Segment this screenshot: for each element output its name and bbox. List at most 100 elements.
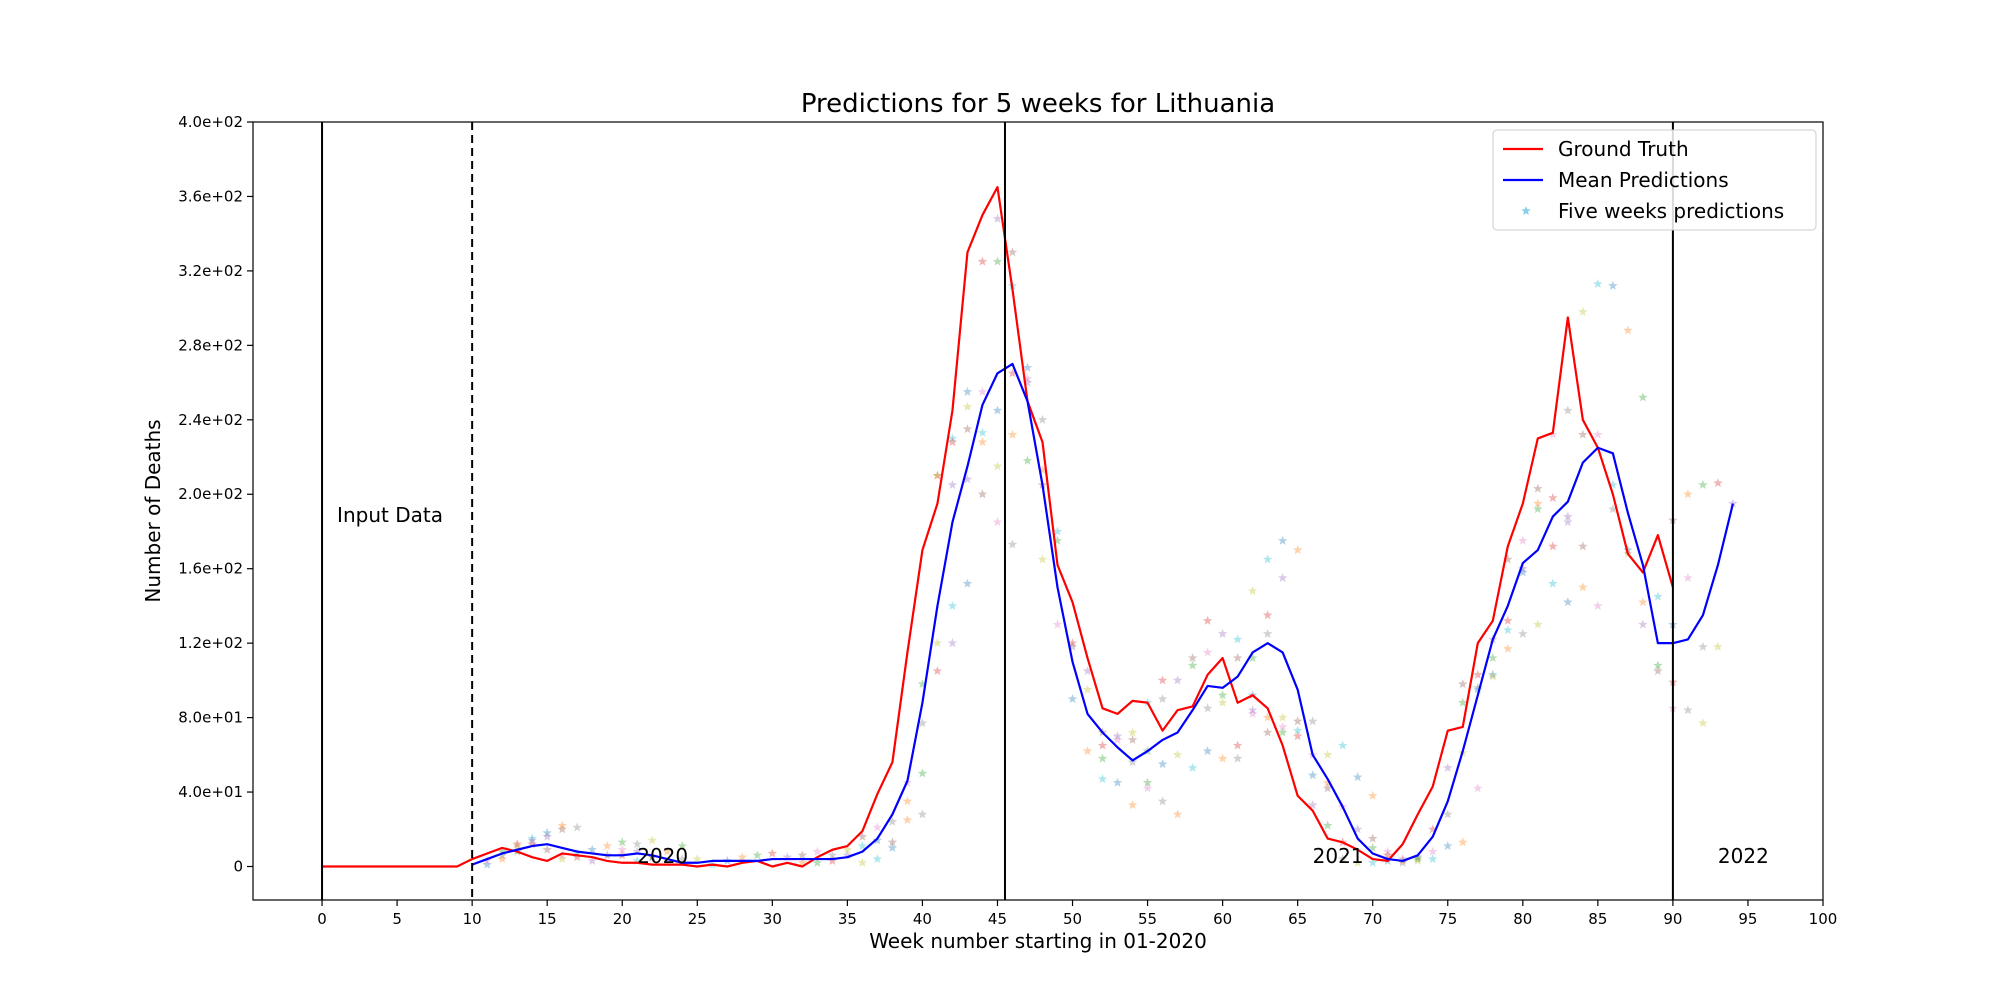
- prediction-point: [1698, 479, 1708, 489]
- y-tick-label: 4.0e+02: [178, 113, 243, 131]
- prediction-point: [1097, 753, 1108, 763]
- prediction-point: [1007, 368, 1018, 378]
- prediction-point: [1307, 770, 1318, 780]
- x-tick-label: 65: [1288, 910, 1307, 928]
- prediction-point: [1638, 619, 1648, 629]
- y-tick-label: 1.2e+02: [178, 634, 243, 652]
- prediction-point: [767, 848, 778, 858]
- prediction-point: [962, 578, 973, 588]
- prediction-point: [1097, 740, 1108, 750]
- prediction-point: [1172, 809, 1183, 819]
- x-axis: 0 5 10 15 20 25 30 35 40 45 50 55 60 65 70 75 80 85 90 95 10…: [317, 900, 1837, 928]
- prediction-point: [557, 850, 567, 860]
- prediction-point: [1382, 850, 1393, 860]
- prediction-point: [1247, 586, 1258, 596]
- prediction-point: [512, 841, 522, 851]
- prediction-point: [1172, 749, 1183, 759]
- prediction-point: [557, 824, 567, 834]
- prediction-point: [1052, 526, 1063, 536]
- vertical-markers: [321, 122, 1674, 900]
- prediction-point: [1082, 666, 1093, 676]
- prediction-point: [857, 841, 868, 851]
- prediction-point: [1187, 653, 1198, 663]
- x-tick-label: 90: [1663, 910, 1682, 928]
- prediction-point: [1623, 325, 1633, 335]
- prediction-point: [1367, 842, 1378, 852]
- prediction-point: [1683, 573, 1693, 583]
- prediction-point: [527, 839, 537, 849]
- prediction-point: [1548, 429, 1558, 439]
- prediction-point: [1397, 854, 1408, 864]
- prediction-point: [482, 855, 492, 865]
- y-axis-label: Number of Deaths: [141, 419, 165, 602]
- prediction-point: [632, 839, 642, 849]
- prediction-point: [1082, 746, 1093, 756]
- y-tick-label: 2.8e+02: [178, 336, 243, 354]
- prediction-point: [1007, 247, 1018, 257]
- prediction-point: [497, 854, 507, 864]
- prediction-point: [1232, 634, 1243, 644]
- prediction-point: [932, 470, 943, 480]
- prediction-point: [992, 213, 1003, 223]
- prediction-point: [1262, 712, 1273, 722]
- prediction-point: [1022, 455, 1033, 465]
- prediction-point: [1292, 731, 1303, 741]
- y-tick-label: 8.0e+01: [178, 709, 243, 727]
- prediction-point: [977, 427, 988, 437]
- prediction-point: [887, 816, 898, 826]
- plot-frame: [252, 121, 1824, 901]
- x-tick-label: 80: [1513, 910, 1532, 928]
- prediction-point: [1563, 511, 1573, 521]
- prediction-point: [1172, 675, 1183, 685]
- prediction-point: [1503, 643, 1513, 653]
- prediction-point: [542, 831, 552, 841]
- prediction-point: [1578, 582, 1588, 592]
- prediction-point: [1232, 653, 1243, 663]
- prediction-point: [1217, 697, 1228, 707]
- prediction-point: [1292, 545, 1303, 555]
- prediction-point: [1037, 465, 1048, 475]
- prediction-point: [1157, 693, 1168, 704]
- prediction-point: [1217, 753, 1228, 763]
- prediction-point: [1337, 854, 1348, 864]
- prediction-point: [1037, 414, 1048, 424]
- prediction-point: [1548, 541, 1558, 551]
- prediction-point: [1713, 478, 1723, 488]
- prediction-point: [1232, 740, 1243, 750]
- prediction-point: [1412, 854, 1423, 864]
- prediction-point: [1127, 734, 1138, 744]
- prediction-point: [1142, 783, 1153, 793]
- prediction-point: [1127, 800, 1138, 810]
- prediction-point: [1578, 306, 1588, 316]
- prediction-point: [1518, 563, 1528, 573]
- prediction-point: [1187, 762, 1198, 772]
- prediction-point: [1262, 610, 1273, 620]
- prediction-point: [692, 854, 703, 864]
- prediction-point: [1683, 489, 1693, 499]
- prediction-point: [1397, 857, 1408, 867]
- prediction-point: [962, 401, 973, 411]
- prediction-point: [1052, 535, 1063, 545]
- prediction-point: [1683, 705, 1693, 715]
- x-tick-label: 85: [1588, 910, 1607, 928]
- prediction-point: [1082, 684, 1093, 694]
- prediction-point: [1458, 837, 1468, 847]
- prediction-point: [1217, 690, 1228, 700]
- x-tick-label: 15: [538, 910, 557, 928]
- x-tick-label: 70: [1363, 910, 1382, 928]
- prediction-point: [1713, 641, 1723, 651]
- prediction-point: [602, 841, 612, 851]
- prediction-point: [1352, 772, 1363, 782]
- y-tick-label: 4.0e+01: [178, 783, 243, 801]
- prediction-point: [1578, 541, 1588, 551]
- prediction-point: [1292, 716, 1303, 726]
- x-tick-label: 10: [463, 910, 482, 928]
- prediction-point: [812, 846, 823, 856]
- prediction-point: [1112, 731, 1123, 741]
- prediction-point: [1352, 824, 1363, 834]
- prediction-point: [1277, 712, 1288, 722]
- prediction-point: [977, 489, 988, 499]
- x-tick-label: 55: [1138, 910, 1157, 928]
- prediction-point: [1473, 783, 1483, 793]
